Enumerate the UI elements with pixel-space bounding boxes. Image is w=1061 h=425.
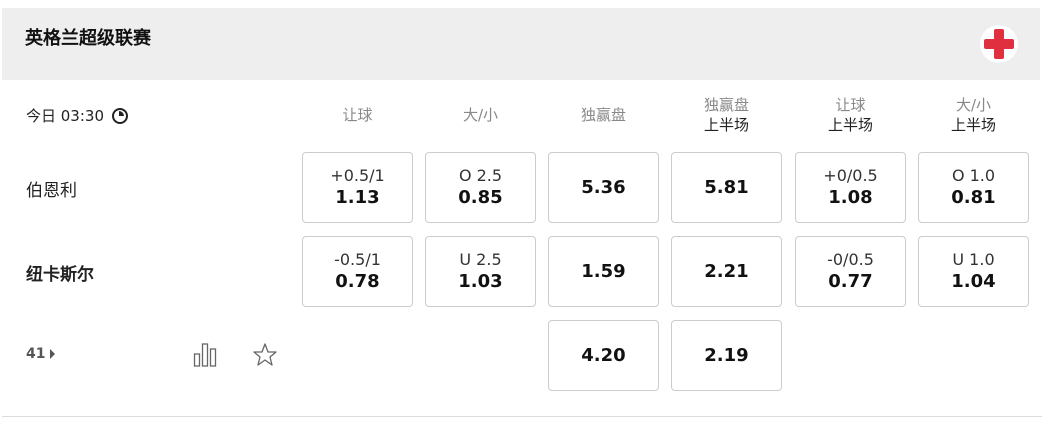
odds-value: 2.19	[704, 344, 749, 366]
divider	[2, 416, 1042, 417]
league-title: 英格兰超级联赛	[25, 28, 151, 49]
league-header	[2, 8, 1040, 80]
odds-button[interactable]: 1.59	[548, 236, 659, 307]
odds-button[interactable]: U 1.0 1.04	[918, 236, 1029, 307]
column-label: 独赢盘	[703, 96, 749, 114]
column-header: 独赢盘 上半场	[671, 95, 782, 135]
handicap-line: +0.5/1	[330, 165, 385, 185]
odds-button[interactable]: +0/0.5 1.08	[795, 152, 906, 223]
odds-value: 1.03	[458, 270, 503, 292]
handicap-line: -0.5/1	[334, 249, 381, 269]
odds-button[interactable]: 5.36	[548, 152, 659, 223]
column-sublabel: 上半场	[703, 116, 749, 134]
odds-button[interactable]: -0.5/1 0.78	[302, 236, 413, 307]
odds-value: 1.13	[335, 186, 380, 208]
odds-button[interactable]: U 2.5 1.03	[425, 236, 536, 307]
odds-value: 4.20	[581, 344, 626, 366]
odds-button[interactable]: O 1.0 0.81	[918, 152, 1029, 223]
handicap-line: O 1.0	[951, 165, 996, 185]
odds-value: 0.85	[458, 186, 503, 208]
odds-value: 0.78	[335, 270, 380, 292]
column-sublabel: 上半场	[827, 116, 873, 134]
column-label: 让球	[835, 96, 866, 114]
handicap-line: U 1.0	[952, 249, 995, 269]
column-label: 让球	[342, 106, 373, 124]
column-label: 大/小	[955, 96, 992, 114]
odds-value: 1.04	[951, 270, 996, 292]
more-count: 41	[26, 346, 46, 362]
column-sublabel: 上半场	[950, 116, 996, 134]
odds-button[interactable]: +0.5/1 1.13	[302, 152, 413, 223]
odds-value: 1.59	[581, 260, 626, 282]
handicap-line: +0/0.5	[823, 165, 878, 185]
handicap-line: O 2.5	[458, 165, 503, 185]
clock-icon	[112, 107, 128, 124]
caret-right-icon	[50, 349, 56, 359]
odds-button[interactable]: 2.19	[671, 320, 782, 391]
column-header: 让球	[302, 105, 413, 125]
stats-icon[interactable]	[193, 342, 219, 368]
match-time-text: 今日 03:30	[26, 107, 104, 125]
handicap-line: U 2.5	[459, 249, 502, 269]
odds-button[interactable]: 5.81	[671, 152, 782, 223]
more-markets-button[interactable]: 41	[26, 346, 56, 362]
match-time: 今日 03:30	[26, 105, 128, 126]
team-name: 纽卡斯尔	[26, 265, 94, 285]
favorite-star-icon[interactable]	[252, 342, 278, 368]
odds-button[interactable]: -0/0.5 0.77	[795, 236, 906, 307]
odds-button[interactable]: 2.21	[671, 236, 782, 307]
odds-value: 1.08	[828, 186, 873, 208]
column-header: 大/小上半场	[918, 95, 1029, 135]
column-header: 让球 上半场	[795, 95, 906, 135]
column-header: 大/小	[425, 105, 536, 125]
odds-button[interactable]: 4.20	[548, 320, 659, 391]
odds-value: 2.21	[704, 260, 749, 282]
odds-value: 5.81	[704, 176, 749, 198]
column-header: 独赢盘	[548, 105, 659, 125]
england-flag-icon	[980, 25, 1018, 63]
odds-value: 0.77	[828, 270, 873, 292]
handicap-line: -0/0.5	[827, 249, 874, 269]
team-name: 伯恩利	[26, 181, 77, 201]
odds-value: 0.81	[951, 186, 996, 208]
odds-button[interactable]: O 2.5 0.85	[425, 152, 536, 223]
odds-value: 5.36	[581, 176, 626, 198]
column-label: 独赢盘	[580, 106, 626, 124]
column-label: 大/小	[462, 106, 499, 124]
